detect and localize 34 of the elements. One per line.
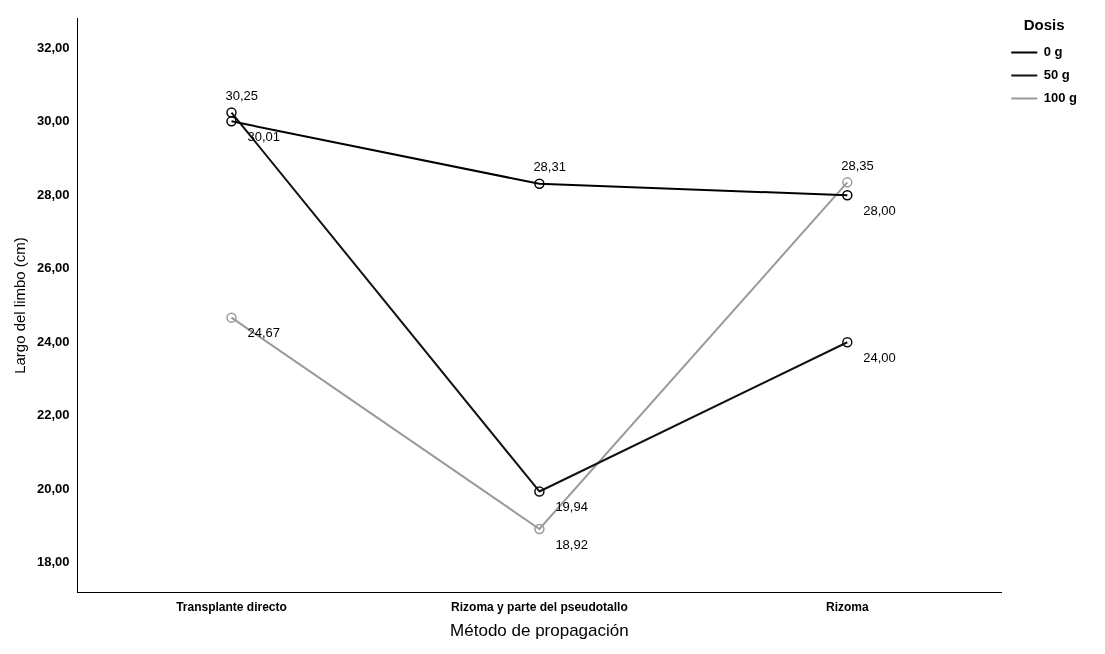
y-tick-label: 26,00 — [36, 260, 70, 276]
y-tick-label: 18,00 — [36, 554, 70, 570]
data-label: 30,25 — [225, 88, 259, 104]
point — [842, 189, 853, 201]
data-label: 24,00 — [863, 349, 896, 365]
legend-label: 50 g — [1043, 67, 1070, 83]
point — [534, 523, 545, 535]
point — [226, 107, 237, 118]
x-tick-label: Rizoma y parte del pseudotallo — [451, 599, 628, 614]
point — [534, 486, 545, 497]
x-tick-label: Transplante directo — [176, 599, 287, 614]
y-tick-label: 22,00 — [36, 407, 70, 423]
data-label: 18,92 — [555, 536, 588, 552]
point — [842, 177, 853, 188]
y-tick-label: 28,00 — [36, 186, 70, 202]
x-axis-title: Método de propagación — [450, 621, 629, 641]
point — [226, 116, 237, 127]
y-tick-label: 24,00 — [36, 333, 70, 349]
data-label: 19,94 — [555, 499, 588, 515]
y-tick-label: 32,00 — [36, 39, 70, 55]
y-axis-title: Largo del limbo (cm) — [11, 237, 29, 374]
legend-title: Dosis — [1023, 15, 1065, 33]
data-label: 28,00 — [863, 202, 896, 218]
legend-label: 0 g — [1043, 44, 1063, 60]
data-label: 24,67 — [247, 325, 281, 341]
data-label: 28,35 — [841, 157, 874, 173]
legend-label: 100 g — [1043, 90, 1078, 106]
x-tick-label: Rizoma — [825, 599, 869, 614]
point — [842, 337, 853, 348]
data-label: 28,31 — [533, 159, 566, 175]
point — [534, 178, 545, 190]
y-tick-label: 20,00 — [36, 480, 70, 496]
y-tick-label: 30,00 — [36, 113, 70, 129]
point — [226, 312, 237, 323]
